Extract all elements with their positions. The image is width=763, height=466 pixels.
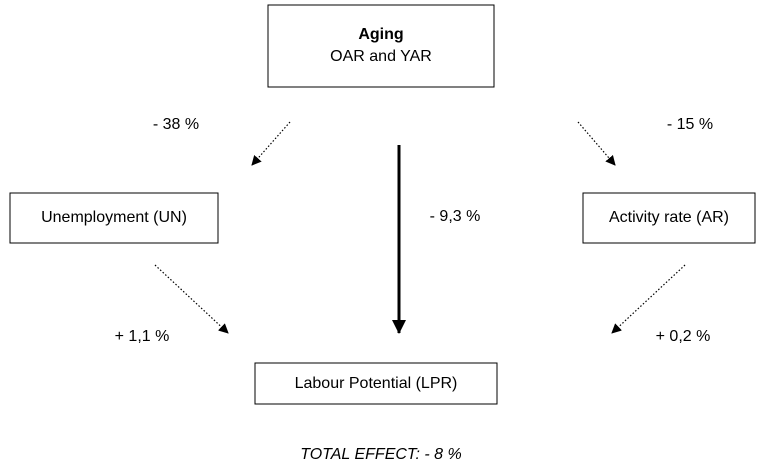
edge-label: + 0,2 % [656, 328, 711, 345]
total-effect: TOTAL EFFECT: - 8 % [300, 446, 462, 463]
node-label: Unemployment (UN) [41, 209, 187, 226]
edge-label: + 1,1 % [115, 328, 170, 345]
node-title: Aging [358, 26, 403, 43]
activity-box [582, 192, 756, 244]
arrow [251, 121, 291, 166]
edge-label: - 38 % [153, 116, 199, 133]
node-label: Activity rate (AR) [609, 209, 729, 226]
edge-label: - 9,3 % [430, 208, 481, 225]
arrow [611, 264, 686, 334]
node-label: OAR and YAR [330, 48, 432, 65]
aging-box [267, 4, 495, 88]
arrow [577, 121, 616, 166]
node-label: Labour Potential (LPR) [295, 375, 458, 392]
edge-label: - 15 % [667, 116, 713, 133]
lpr-box [254, 362, 498, 405]
unemployment-box [9, 192, 219, 244]
arrow [154, 264, 229, 334]
